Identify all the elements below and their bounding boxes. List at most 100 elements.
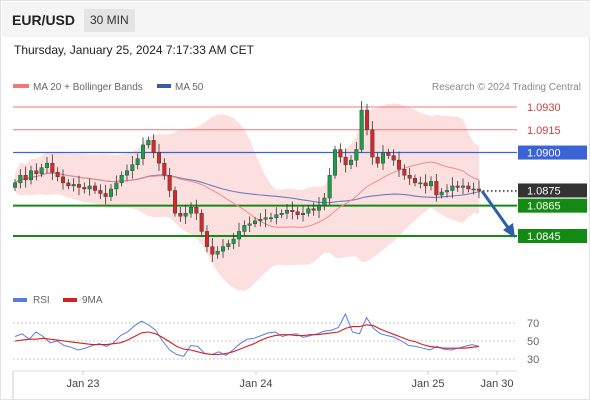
level-label-1.0845: 1.0845	[527, 231, 561, 243]
x-tick-label: Jan 25	[411, 378, 444, 390]
candle-body	[466, 185, 471, 190]
candle-body	[461, 185, 466, 188]
rsi-ma-line	[14, 324, 480, 356]
rsi-legend-swatch	[13, 298, 27, 302]
candle-body	[263, 217, 268, 220]
ma20-legend-label: MA 20 + Bollinger Bands	[33, 82, 143, 93]
candle-body	[279, 213, 284, 215]
candle-body	[204, 231, 209, 247]
level-label-1.0900: 1.0900	[527, 148, 561, 160]
candle-body	[34, 170, 39, 174]
symbol-label: EUR/USD	[12, 12, 76, 28]
candle-body	[242, 225, 247, 232]
candle-body	[455, 185, 460, 188]
candle-body	[98, 190, 103, 194]
level-label-1.0930: 1.0930	[527, 102, 561, 114]
candle-body	[317, 205, 322, 211]
chart-header: EUR/USD 30 MIN	[2, 2, 590, 37]
candle-body	[391, 155, 396, 161]
candle-body	[306, 208, 311, 214]
candle-body	[114, 182, 119, 190]
candle-body	[274, 214, 279, 218]
candle-body	[290, 209, 295, 212]
candle-body	[397, 159, 402, 170]
candle-body	[349, 159, 354, 165]
ma20-line	[14, 161, 480, 228]
candle-body	[407, 175, 412, 179]
candle-body	[429, 181, 434, 187]
candle-body	[295, 211, 300, 215]
candle-body	[269, 217, 274, 219]
candle-body	[418, 182, 423, 185]
candle-body	[375, 156, 380, 164]
candle-body	[76, 184, 81, 188]
candle-body	[146, 140, 151, 146]
candle-body	[29, 170, 34, 181]
rsi-tick-30: 30	[527, 354, 539, 366]
candle-body	[333, 149, 338, 176]
candle-body	[285, 209, 290, 214]
level-label-1.0875: 1.0875	[527, 185, 561, 197]
credit-label: Research © 2024 Trading Central	[432, 82, 581, 93]
candle-body	[167, 175, 172, 191]
rsi-tick-50: 50	[527, 336, 539, 348]
candle-body	[471, 188, 476, 191]
candle-body	[226, 243, 231, 247]
x-tick-label: Jan 24	[239, 378, 272, 390]
candle-body	[45, 162, 50, 168]
candle-body	[172, 190, 177, 214]
candle-body	[258, 219, 263, 222]
candle-body	[39, 167, 44, 174]
candle-body	[23, 175, 28, 181]
candle-body	[365, 109, 370, 130]
candle-body	[71, 184, 76, 187]
candle-body	[103, 193, 108, 197]
candle-body	[92, 185, 97, 191]
timeframe-button[interactable]: 30 MIN	[84, 9, 135, 32]
level-tag-1.0845	[518, 229, 587, 243]
candle-body	[194, 206, 199, 214]
candle-body	[359, 109, 364, 150]
candle-body	[445, 190, 450, 193]
datetime-label: Thursday, January 25, 2024 7:17:33 AM CE…	[14, 43, 254, 57]
candle-body	[108, 188, 113, 197]
candle-body	[183, 213, 188, 217]
candle-body	[130, 164, 135, 171]
level-tag-1.0865	[518, 198, 587, 213]
rsi-line	[14, 312, 480, 357]
candle-body	[231, 238, 236, 244]
level-label-1.0915: 1.0915	[527, 125, 561, 137]
candle-body	[215, 250, 220, 255]
candle-body	[135, 158, 140, 165]
candle-body	[162, 162, 167, 176]
candle-body	[151, 140, 156, 153]
rsi-tick-70: 70	[527, 318, 539, 330]
candle-body	[370, 129, 375, 158]
candle-body	[50, 162, 55, 173]
candle-body	[178, 213, 183, 217]
candle-body	[61, 176, 66, 184]
ma50-legend-label: MA 50	[175, 82, 204, 93]
level-label-1.0865: 1.0865	[527, 201, 561, 213]
rsi-ma-legend-label: 9MA	[82, 295, 103, 306]
candle-body	[199, 213, 204, 232]
candle-body	[119, 175, 124, 184]
x-tick-label: Jan 23	[66, 378, 99, 390]
candle-body	[220, 246, 225, 252]
candle-body	[156, 152, 161, 164]
candle-body	[381, 152, 386, 164]
candle-body	[327, 175, 332, 199]
candle-body	[188, 206, 193, 214]
candle-body	[477, 188, 482, 191]
candle-body	[210, 246, 215, 255]
level-tag-1.0900	[518, 145, 587, 160]
candle-body	[66, 182, 71, 187]
candle-body	[301, 213, 306, 215]
candle-body	[354, 149, 359, 161]
candle-body	[236, 231, 241, 240]
candle-body	[252, 220, 257, 225]
candle-body	[343, 156, 348, 165]
candle-body	[18, 175, 23, 184]
rsi-ma-legend-swatch	[63, 298, 77, 302]
x-tick-label: Jan 30	[480, 378, 513, 390]
